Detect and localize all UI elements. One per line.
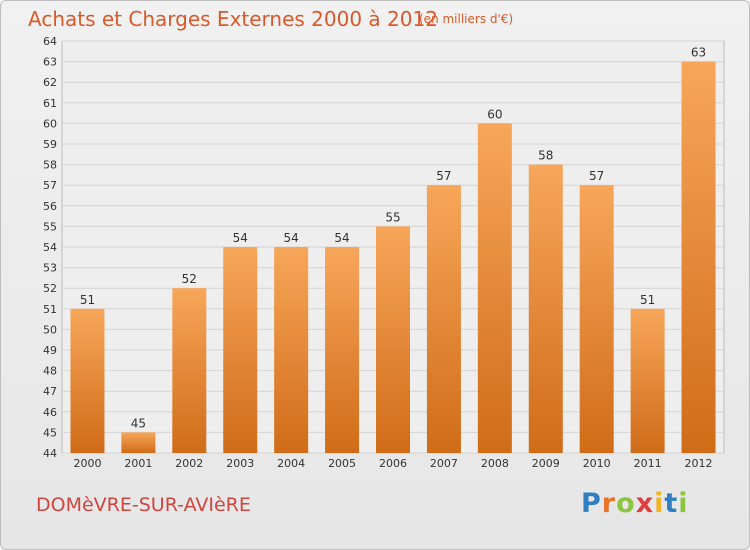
- x-tick-label: 2002: [175, 457, 203, 470]
- chart-title: Achats et Charges Externes 2000 à 2012: [28, 7, 438, 31]
- data-label: 57: [589, 169, 604, 183]
- y-axis-ticks: 44 45 46 47 48 49 50 51 52 53 54 55 56 57 58 59 60 61 62 63…: [43, 35, 57, 460]
- data-label: 52: [182, 272, 197, 286]
- commune-name: DOMèVRE-SUR-AVIèRE: [36, 494, 251, 516]
- x-tick-label: 2006: [379, 457, 407, 470]
- data-label: 60: [487, 107, 502, 121]
- data-label: 51: [80, 293, 95, 307]
- x-tick-label: 2001: [124, 457, 152, 470]
- logo-letter: r: [601, 488, 617, 519]
- logo-letter: P: [581, 488, 602, 519]
- x-tick-label: 2008: [481, 457, 509, 470]
- x-tick-label: 2007: [430, 457, 458, 470]
- y-tick-label: 52: [43, 282, 57, 295]
- y-tick-label: 45: [43, 426, 57, 439]
- data-label: 57: [436, 169, 451, 183]
- data-label: 45: [131, 416, 146, 430]
- logo-letter: o: [616, 488, 636, 519]
- x-tick-label: 2012: [685, 457, 713, 470]
- y-tick-label: 56: [43, 200, 57, 213]
- y-tick-label: 60: [43, 117, 57, 130]
- bar-2007: [426, 185, 461, 453]
- y-tick-label: 44: [43, 447, 57, 460]
- bar-2006: [376, 226, 410, 453]
- x-tick-label: 2005: [328, 457, 356, 470]
- x-tick-label: 2009: [532, 457, 560, 470]
- y-tick-label: 49: [43, 344, 57, 357]
- x-tick-label: 2004: [277, 457, 305, 470]
- y-tick-label: 61: [43, 97, 57, 110]
- data-label: 51: [640, 293, 655, 307]
- bar-2010: [579, 185, 614, 453]
- y-tick-label: 46: [43, 406, 57, 419]
- proxiti-logo: Proxiti: [581, 488, 689, 519]
- logo-letter: i: [654, 488, 665, 519]
- bar-2011: [630, 308, 665, 453]
- y-tick-label: 63: [43, 56, 57, 69]
- bar-2002: [172, 288, 207, 453]
- bar-2001: [121, 432, 156, 453]
- data-label: 54: [233, 231, 248, 245]
- data-label: 58: [538, 149, 553, 163]
- x-tick-label: 2011: [634, 457, 662, 470]
- y-tick-label: 54: [43, 241, 57, 254]
- bar-2003: [223, 247, 258, 453]
- bar-2004: [274, 247, 309, 453]
- data-label: 54: [284, 231, 299, 245]
- data-labels: 51 45 52 54 54 54 55 57 60 58 57 51 63: [80, 46, 706, 431]
- y-tick-label: 62: [43, 76, 57, 89]
- y-tick-label: 58: [43, 159, 57, 172]
- x-tick-label: 2003: [226, 457, 254, 470]
- x-axis-ticks: 2000 2001 2002 2003 2004 2005 2006 2007 2008 2009…: [73, 457, 712, 470]
- y-tick-label: 59: [43, 138, 57, 151]
- y-tick-label: 57: [43, 179, 57, 192]
- bar-2005: [325, 247, 360, 453]
- logo-letter: x: [635, 488, 655, 519]
- chart-unit: (en milliers d'€): [419, 12, 514, 26]
- y-tick-label: 55: [43, 220, 57, 233]
- y-tick-label: 64: [43, 35, 57, 48]
- bar-2012: [681, 61, 716, 453]
- y-tick-label: 47: [43, 385, 57, 398]
- y-tick-label: 48: [43, 365, 57, 378]
- y-tick-label: 50: [43, 323, 57, 336]
- y-tick-label: 53: [43, 262, 57, 275]
- bar-2009: [528, 164, 563, 453]
- logo-letter: i: [678, 488, 689, 519]
- x-tick-label: 2010: [583, 457, 611, 470]
- bars: [70, 61, 716, 454]
- x-tick-label: 2000: [73, 457, 101, 470]
- bar-2008: [477, 123, 512, 454]
- data-label: 63: [691, 46, 706, 60]
- data-label: 55: [385, 210, 400, 224]
- logo-letter: t: [664, 488, 679, 519]
- y-tick-label: 51: [43, 303, 57, 316]
- data-label: 54: [334, 231, 349, 245]
- bar-2000: [70, 308, 105, 453]
